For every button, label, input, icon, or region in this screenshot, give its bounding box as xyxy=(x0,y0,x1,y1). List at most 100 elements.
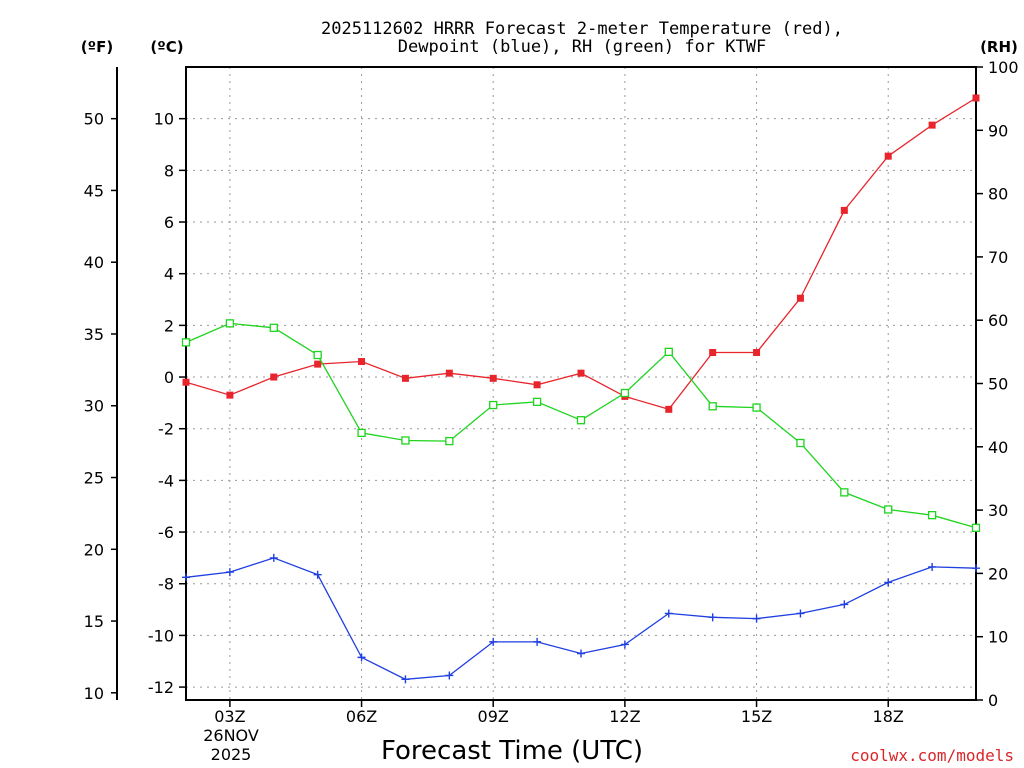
rh-tick-label: 80 xyxy=(988,185,1008,204)
rh-point xyxy=(225,319,235,328)
rh-tick-label: 50 xyxy=(988,375,1008,394)
date-label-year: 2025 xyxy=(211,745,252,764)
temperature-point xyxy=(796,294,804,302)
dewpoint-point xyxy=(884,578,893,587)
dewpoint-point xyxy=(182,573,190,582)
rh-tick-label: 90 xyxy=(988,121,1008,140)
fahrenheit-tick-label: 45 xyxy=(84,181,104,200)
temperature-point xyxy=(840,206,848,214)
celsius-tick-label: 0 xyxy=(164,368,174,387)
rh-point xyxy=(884,505,893,514)
dewpoint-point xyxy=(840,600,849,609)
axis-ticks: 03Z 06Z 09Z 12Z 15Z 18Z -12 -10 -8 -6 -4 -2 0 2 4 6 8 10 1… xyxy=(84,58,1019,726)
dewpoint-point xyxy=(489,637,498,646)
dewpoint-point xyxy=(664,609,673,618)
rh-point xyxy=(181,338,191,347)
dewpoint-point xyxy=(269,553,278,562)
temperature-point xyxy=(928,121,936,129)
dewpoint-point xyxy=(620,640,629,649)
rh-tick-label: 40 xyxy=(988,438,1008,457)
dewpoint-point xyxy=(445,671,454,680)
rh-tick-label: 20 xyxy=(988,564,1008,583)
rh-tick-label: 60 xyxy=(988,311,1008,330)
dewpoint-point xyxy=(533,637,542,646)
temperature-point xyxy=(533,381,541,389)
celsius-tick-label: -4 xyxy=(158,471,174,490)
dewpoint-point xyxy=(928,562,937,571)
dewpoint-series-line xyxy=(185,557,977,680)
x-tick-label: 06Z xyxy=(346,707,377,726)
rh-point xyxy=(532,397,542,407)
dewpoint-point xyxy=(313,570,322,579)
dewpoint-point xyxy=(357,653,366,662)
fahrenheit-tick-label: 20 xyxy=(84,540,104,559)
celsius-tick-label: -8 xyxy=(158,575,174,594)
fahrenheit-unit-label: (ºF) xyxy=(81,38,113,56)
rh-point xyxy=(576,416,586,425)
x-tick-label: 15Z xyxy=(741,707,772,726)
temperature-point xyxy=(489,374,497,382)
dewpoint-point xyxy=(577,649,585,658)
temperature-point xyxy=(314,360,322,368)
temperature-point xyxy=(182,378,190,386)
rh-point xyxy=(927,511,937,520)
dewpoint-point xyxy=(752,614,761,623)
temperature-point xyxy=(358,358,366,366)
x-tick-label: 09Z xyxy=(478,707,509,726)
fahrenheit-tick-label: 10 xyxy=(84,684,104,703)
rh-point xyxy=(269,323,278,332)
rh-point xyxy=(357,428,366,438)
date-label-day: 26NOV xyxy=(203,726,259,745)
x-axis-label: Forecast Time (UTC) xyxy=(381,736,643,766)
temperature-point xyxy=(401,374,409,382)
temperature-point xyxy=(884,152,892,160)
rh-point xyxy=(796,438,805,448)
celsius-tick-label: 4 xyxy=(164,265,174,284)
celsius-tick-label: 2 xyxy=(164,316,174,335)
rh-tick-label: 30 xyxy=(988,501,1008,520)
rh-tick-label: 70 xyxy=(988,248,1008,267)
rh-series-line xyxy=(185,322,977,529)
celsius-tick-label: -2 xyxy=(158,420,174,439)
temperature-point xyxy=(753,348,761,356)
rh-point xyxy=(752,403,761,412)
temperature-series-line xyxy=(185,97,977,411)
temperature-point xyxy=(665,405,673,413)
grid-lines xyxy=(186,67,976,700)
dewpoint-point xyxy=(708,613,717,622)
rh-point xyxy=(971,523,981,532)
rh-point xyxy=(445,436,454,446)
dewpoint-point xyxy=(972,564,980,573)
fahrenheit-tick-label: 35 xyxy=(84,325,104,344)
fahrenheit-tick-label: 25 xyxy=(84,469,104,488)
chart-title-line1: 2025112602 HRRR Forecast 2-meter Tempera… xyxy=(321,19,843,39)
rh-point xyxy=(313,350,322,360)
rh-tick-label: 0 xyxy=(988,691,998,710)
data-series xyxy=(181,94,981,684)
celsius-tick-label: 10 xyxy=(154,110,174,129)
temperature-point xyxy=(445,369,453,377)
x-tick-label: 12Z xyxy=(609,707,640,726)
x-tick-label: 18Z xyxy=(873,707,904,726)
x-tick-label: 03Z xyxy=(214,707,245,726)
fahrenheit-tick-label: 30 xyxy=(84,397,104,416)
temperature-point xyxy=(972,94,980,102)
rh-tick-label: 10 xyxy=(988,628,1008,647)
celsius-tick-label: -10 xyxy=(148,626,174,645)
celsius-tick-label: -12 xyxy=(148,678,174,697)
fahrenheit-tick-label: 50 xyxy=(84,110,104,129)
fahrenheit-tick-label: 15 xyxy=(84,612,104,631)
celsius-unit-label: (ºC) xyxy=(150,38,183,56)
temperature-point xyxy=(577,369,585,377)
temperature-point xyxy=(226,391,234,399)
rh-unit-label: (RH) xyxy=(980,38,1018,56)
temperature-point xyxy=(709,348,717,356)
fahrenheit-tick-label: 40 xyxy=(84,253,104,272)
dewpoint-point xyxy=(225,568,234,577)
rh-point xyxy=(401,436,410,445)
celsius-tick-label: 8 xyxy=(164,161,174,180)
rh-point xyxy=(708,402,717,411)
plot-frame xyxy=(185,66,977,701)
dewpoint-point xyxy=(796,609,805,618)
